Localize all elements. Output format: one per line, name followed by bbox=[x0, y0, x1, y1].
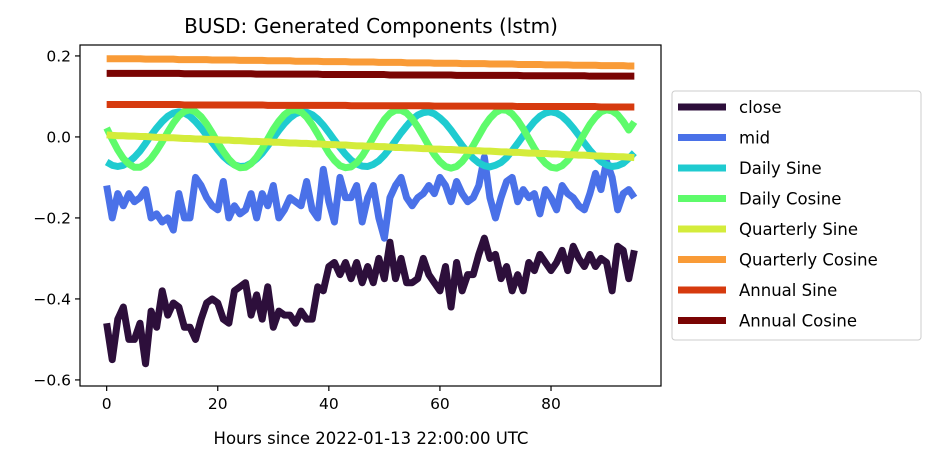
x-tick-label: 40 bbox=[319, 395, 339, 413]
series-line-5 bbox=[106, 55, 635, 70]
series-line-0 bbox=[103, 234, 638, 368]
x-tick-label: 60 bbox=[430, 395, 450, 413]
series-line-3 bbox=[103, 106, 638, 172]
plot-frame bbox=[79, 44, 662, 387]
series-line-2 bbox=[104, 108, 637, 171]
y-tick-label: −0.2 bbox=[33, 209, 71, 227]
y-tick-label: −0.4 bbox=[33, 290, 71, 308]
series-line-4 bbox=[106, 131, 635, 162]
series-line-7 bbox=[106, 69, 635, 80]
legend-label: Daily Cosine bbox=[739, 190, 841, 209]
y-tick-label: 0.2 bbox=[46, 47, 71, 65]
y-tick-label: −0.6 bbox=[33, 371, 71, 389]
x-tick-label: 80 bbox=[541, 395, 561, 413]
x-tick-label: 20 bbox=[208, 395, 228, 413]
x-axis-label: Hours since 2022-01-13 22:00:00 UTC bbox=[214, 429, 529, 448]
y-tick-label: 0.0 bbox=[46, 128, 71, 146]
legend-label: Quarterly Cosine bbox=[739, 251, 878, 270]
chart-title: BUSD: Generated Components (lstm) bbox=[184, 14, 558, 38]
x-axis: 0 20 40 60 80 bbox=[102, 386, 561, 413]
legend-label: close bbox=[739, 98, 782, 117]
legend-label: Annual Cosine bbox=[739, 312, 857, 331]
series-line-6 bbox=[106, 101, 635, 111]
series-line-1 bbox=[103, 153, 638, 242]
legend-label: Daily Sine bbox=[739, 159, 822, 178]
y-axis: −0.6 −0.4 −0.2 0.0 0.2 bbox=[33, 47, 80, 389]
legend-frame bbox=[671, 90, 922, 341]
legend-label: Annual Sine bbox=[739, 281, 837, 300]
x-tick-label: 0 bbox=[102, 395, 112, 413]
legend-label: Quarterly Sine bbox=[739, 220, 858, 239]
series-layer bbox=[103, 55, 638, 368]
legend: close mid Daily Sine Daily Cosine Quarterly … bbox=[671, 90, 922, 341]
legend-label: mid bbox=[739, 129, 770, 148]
